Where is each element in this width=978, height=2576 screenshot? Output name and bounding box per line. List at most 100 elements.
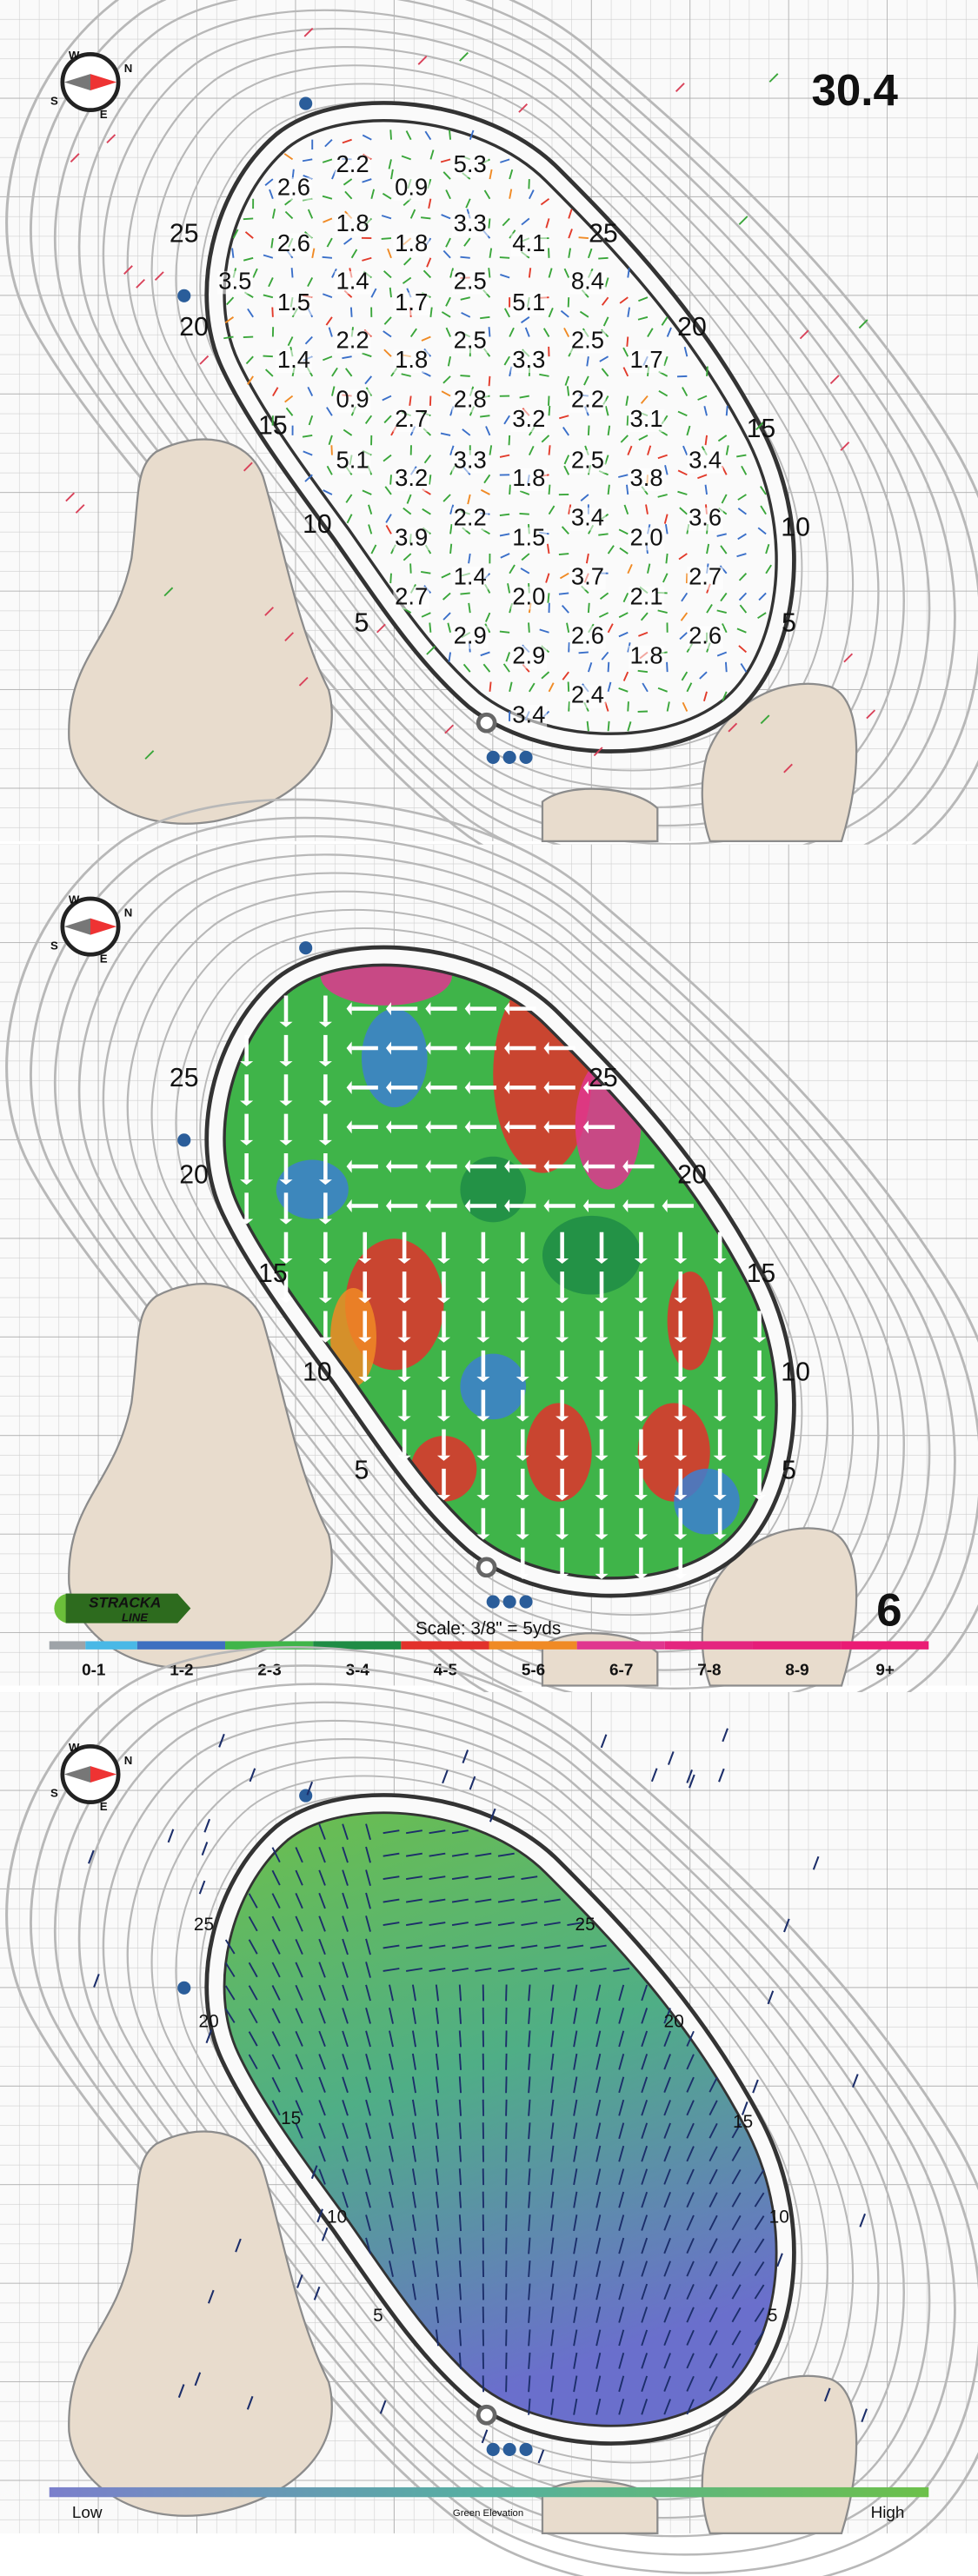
slope-arrow [607,623,614,634]
slope-arrow [405,1829,422,1835]
slope-arrow [244,231,254,239]
slope-arrow [284,395,294,403]
slope-arrow [243,256,254,262]
fringe-arrow [249,1768,256,1783]
slope-arrow [326,407,333,416]
slope-arrow [469,129,475,140]
legend-swatch [752,1641,842,1650]
slope-arrow [442,249,451,259]
fringe-arrow [376,623,386,634]
slope-label-bg [451,270,489,295]
arrow-head [397,1258,411,1265]
slope-arrow [322,256,333,259]
slope-arrow [677,410,688,417]
slope-arrow [389,2168,394,2186]
slope-arrow [573,2306,578,2323]
slope-arrow [731,2192,742,2208]
slope-arrow [383,454,392,462]
slope-arrow [686,2238,695,2254]
arrow-head [595,1298,609,1304]
slope-arrow [686,2100,695,2116]
slope-arrow [754,2192,765,2208]
slope-arrow [505,2076,508,2094]
yardage-label: 10 [303,1358,332,1386]
slope-arrow [657,609,668,614]
slope-arrow [451,1829,469,1835]
slope-arrow [389,573,392,584]
arrow-head [279,1061,293,1067]
slope-arrow [269,189,274,200]
slope-arrow [601,368,609,377]
slope-arrow [364,415,373,425]
fringe-arrow [70,153,80,163]
slope-number: 2.5 [571,326,604,353]
slope-arrow [460,256,470,259]
slope-arrow [658,389,669,397]
slope-label-bg [334,213,371,237]
slope-arrow [663,2399,671,2415]
arrow-head [504,1159,510,1173]
slope-arrow [381,237,392,240]
compass-letter: E [100,952,108,965]
arrow-head [504,1041,510,1055]
slope-arrow [562,427,569,436]
elevation-bar [49,2486,929,2498]
slope-arrow [731,2353,742,2369]
slope-arrow [568,248,572,258]
yardage-label: 15 [747,1259,776,1288]
slope-arrow [271,2030,281,2047]
slope-arrow [720,545,728,554]
slope-arrow [573,2053,578,2070]
slope-arrow [528,189,535,200]
slope-arrow [383,1852,400,1857]
slope-arrow [342,1846,349,1863]
slope-arrow [435,2306,439,2323]
slope-arrow [618,2398,625,2415]
slope-arrow [421,335,431,342]
slope-arrow [435,2099,439,2116]
slope-arrow [683,346,689,357]
arrow-head [595,1573,609,1579]
slope-arrow [550,2168,555,2186]
compass: W N E S [50,49,132,121]
slope-arrow [607,545,615,554]
slope-arrow [411,2099,416,2116]
slope-arrow [429,1968,446,1972]
slope-arrow [343,237,353,245]
slope-arrow [304,474,313,482]
slope-arrow [429,1922,446,1926]
arrow-head [279,1179,293,1185]
slope-arrow [640,612,649,621]
arrow-head [318,1061,332,1067]
slope-arrow [435,2030,439,2048]
slope-arrow [550,2145,555,2162]
hole-number: 6 [876,1584,901,1636]
slope-number: 1.4 [336,267,369,294]
slope-arrow [345,368,353,377]
slope-arrow [421,612,431,618]
slope-arrow [295,2030,303,2047]
slope-arrow [295,2100,303,2116]
slope-arrow [679,507,688,515]
slope-number: 3.3 [512,346,545,373]
arrow-head [464,1080,470,1094]
slope-arrow [663,2146,671,2162]
slope-arrow [287,336,294,347]
fringe-arrow [469,1776,476,1790]
yardage-label: 5 [355,1457,369,1485]
slope-label-bg [628,468,665,492]
slope-arrow [505,2007,508,2024]
slope-arrow [458,2283,462,2300]
slope-number: 1.4 [454,563,487,590]
slope-arrow [405,1898,422,1903]
arrow-head [397,1337,411,1343]
slope-arrow [232,229,239,239]
slope-arrow [645,504,649,515]
slope-arrow [505,2168,508,2186]
fringe-arrow [313,2286,321,2300]
slope-arrow [248,1893,258,1909]
arrow-head [556,1258,569,1265]
slope-arrow [664,465,669,475]
slope-number: 1.5 [277,289,310,315]
arrow-head [385,1041,391,1055]
